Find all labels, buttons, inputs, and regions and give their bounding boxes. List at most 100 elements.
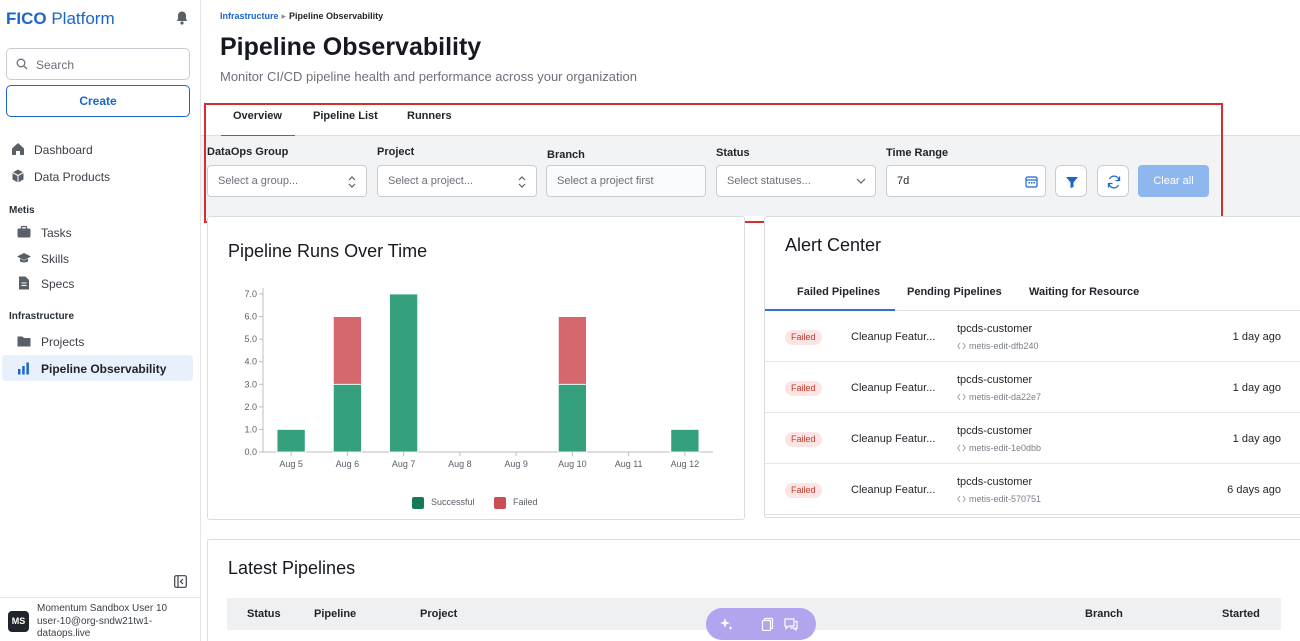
project-name: tpcds-customer	[957, 374, 1033, 386]
group-filter-label: DataOps Group	[207, 146, 289, 158]
briefcase-icon	[17, 225, 31, 238]
column-header-branch[interactable]: Branch	[1085, 608, 1123, 620]
status-select-placeholder: Select statuses...	[727, 175, 811, 187]
branch-name: metis-edit-570751	[969, 494, 1042, 504]
time-range-input[interactable]: 7d	[886, 165, 1046, 197]
status-badge: Failed	[785, 432, 822, 447]
branch-info: metis-edit-570751	[957, 494, 1041, 504]
chevron-updown-icon	[518, 176, 526, 188]
breadcrumb: Infrastructure ▸ Pipeline Observability	[220, 11, 383, 22]
alert-row[interactable]: Failed Cleanup Featur... tpcds-customer …	[765, 362, 1300, 413]
filter-button[interactable]	[1055, 165, 1087, 197]
sidebar-item-dashboard[interactable]: Dashboard	[2, 136, 193, 162]
branch-name: metis-edit-da22e7	[969, 392, 1042, 402]
branch-name: metis-edit-1e0dbb	[969, 443, 1042, 453]
calendar-icon[interactable]	[1025, 175, 1038, 188]
sidebar-item-specs[interactable]: Specs	[2, 270, 193, 296]
legend-swatch-successful	[412, 497, 424, 509]
sidebar-item-projects[interactable]: Projects	[2, 328, 193, 354]
code-icon	[957, 444, 966, 452]
alert-tab-active-indicator	[765, 309, 895, 311]
search-input[interactable]: Search	[6, 48, 190, 80]
sidebar-item-label: Pipeline Observability	[41, 362, 167, 376]
refresh-button[interactable]	[1097, 165, 1129, 197]
home-icon	[12, 143, 24, 155]
alert-tab-failed[interactable]: Failed Pipelines	[797, 286, 881, 298]
alert-tab-pending[interactable]: Pending Pipelines	[907, 286, 1002, 298]
notification-bell-icon[interactable]	[174, 10, 190, 26]
column-header-status[interactable]: Status	[247, 608, 281, 620]
collapse-sidebar-icon[interactable]	[174, 575, 187, 588]
project-select-placeholder: Select a project...	[388, 175, 473, 187]
alert-center-title: Alert Center	[785, 235, 882, 255]
sparkle-icon[interactable]	[719, 617, 734, 632]
chart-title: Pipeline Runs Over Time	[228, 241, 428, 261]
refresh-icon	[1107, 175, 1121, 189]
project-name: tpcds-customer	[957, 425, 1033, 437]
alert-row[interactable]: Failed Cleanup Featur... tpcds-customer …	[765, 413, 1300, 464]
tab-pipeline-list[interactable]: Pipeline List	[313, 110, 378, 122]
branch-input[interactable]: Select a project first	[546, 165, 706, 197]
group-select-placeholder: Select a group...	[218, 175, 299, 187]
graduation-cap-icon	[17, 253, 31, 263]
breadcrumb-current: Pipeline Observability	[289, 11, 384, 21]
create-button[interactable]: Create	[6, 85, 190, 117]
status-badge: Failed	[785, 330, 822, 345]
sidebar-item-label: Specs	[41, 277, 75, 291]
sidebar-item-pipeline-observability[interactable]: Pipeline Observability	[2, 355, 193, 381]
user-email-cont: dataops.live	[37, 628, 91, 639]
bar-chart-icon	[18, 362, 29, 375]
copy-icon[interactable]	[761, 617, 775, 631]
avatar: MS	[8, 611, 29, 632]
user-profile[interactable]: MS Momentum Sandbox User 10 user-10@org-…	[0, 597, 200, 641]
section-label-metis: Metis	[9, 205, 35, 216]
search-placeholder: Search	[36, 58, 75, 72]
document-icon	[19, 276, 29, 290]
brand-logo[interactable]: FICO Platform	[6, 9, 115, 28]
pipeline-name: Cleanup Featur...	[851, 331, 936, 343]
chat-icon[interactable]	[783, 617, 799, 631]
alert-time: 1 day ago	[1232, 433, 1281, 445]
status-filter-label: Status	[716, 147, 750, 159]
group-select[interactable]: Select a group...	[207, 165, 367, 197]
legend-label-failed: Failed	[513, 497, 538, 507]
chart-card	[207, 216, 745, 520]
search-icon	[16, 58, 28, 70]
branch-info: metis-edit-1e0dbb	[957, 443, 1041, 453]
column-header-project[interactable]: Project	[420, 608, 458, 620]
alert-row[interactable]: Failed Cleanup Featur... tpcds-customer …	[765, 464, 1300, 515]
project-select[interactable]: Select a project...	[377, 165, 537, 197]
alert-time: 1 day ago	[1232, 382, 1281, 394]
sidebar-item-tasks[interactable]: Tasks	[2, 219, 193, 245]
user-email: user-10@org-sndw21tw1-	[37, 615, 153, 627]
branch-name: metis-edit-dfb240	[969, 341, 1039, 351]
user-info: Momentum Sandbox User 10 user-10@org-snd…	[37, 603, 197, 641]
column-header-started[interactable]: Started	[1222, 608, 1260, 620]
branch-info: metis-edit-dfb240	[957, 341, 1039, 351]
sidebar: FICO Platform Search Create Dashboard Da…	[0, 0, 201, 641]
breadcrumb-parent-link[interactable]: Infrastructure	[220, 11, 279, 21]
chevron-down-icon	[856, 178, 866, 184]
folder-icon	[17, 336, 31, 347]
legend-swatch-failed	[494, 497, 506, 509]
clear-all-button[interactable]: Clear all	[1138, 165, 1209, 197]
time-range-label: Time Range	[886, 147, 949, 159]
sidebar-item-data-products[interactable]: Data Products	[2, 163, 193, 189]
alert-row[interactable]: Failed Cleanup Featur... tpcds-customer …	[765, 311, 1300, 362]
sidebar-item-label: Skills	[41, 252, 70, 266]
latest-pipelines-title: Latest Pipelines	[228, 558, 356, 578]
tab-runners[interactable]: Runners	[407, 110, 452, 122]
sidebar-item-skills[interactable]: Skills	[2, 245, 193, 271]
alert-tab-waiting[interactable]: Waiting for Resource	[1029, 286, 1140, 298]
pipeline-name: Cleanup Featur...	[851, 484, 936, 496]
alert-center-card	[764, 216, 1300, 518]
project-filter-label: Project	[377, 146, 415, 158]
sidebar-item-label: Tasks	[41, 226, 72, 240]
pipeline-name: Cleanup Featur...	[851, 382, 936, 394]
alert-time: 1 day ago	[1232, 331, 1281, 343]
code-icon	[957, 495, 966, 503]
branch-filter-label: Branch	[547, 149, 585, 161]
column-header-pipeline[interactable]: Pipeline	[314, 608, 357, 620]
status-select[interactable]: Select statuses...	[716, 165, 876, 197]
sidebar-item-label: Data Products	[34, 170, 111, 184]
